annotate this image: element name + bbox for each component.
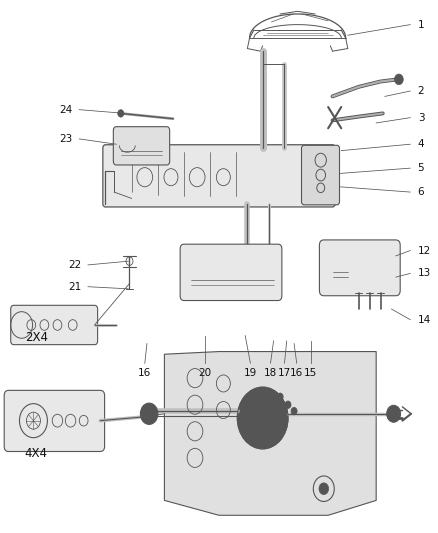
Text: 1: 1 (418, 20, 424, 30)
Polygon shape (164, 352, 376, 515)
Text: 22: 22 (68, 260, 81, 270)
Text: 4X4: 4X4 (25, 447, 48, 460)
Circle shape (387, 405, 401, 422)
Text: 23: 23 (60, 134, 73, 144)
FancyBboxPatch shape (301, 146, 339, 205)
Text: 17: 17 (278, 368, 291, 377)
FancyBboxPatch shape (319, 240, 400, 296)
Text: 20: 20 (198, 368, 212, 377)
Text: 13: 13 (418, 269, 431, 278)
Text: 3: 3 (418, 112, 424, 123)
Circle shape (395, 74, 403, 85)
Text: 15: 15 (304, 368, 317, 377)
FancyBboxPatch shape (180, 244, 282, 301)
Circle shape (141, 403, 158, 424)
Text: 6: 6 (418, 187, 424, 197)
Text: 4: 4 (418, 139, 424, 149)
Text: 2: 2 (418, 86, 424, 96)
Text: 5: 5 (418, 163, 424, 173)
Text: 18: 18 (264, 368, 277, 377)
Text: 16: 16 (290, 368, 304, 377)
Circle shape (285, 401, 291, 408)
FancyBboxPatch shape (11, 305, 98, 345)
Circle shape (277, 393, 283, 400)
Text: 2X4: 2X4 (25, 330, 48, 344)
FancyBboxPatch shape (4, 390, 105, 451)
Circle shape (118, 110, 124, 117)
Circle shape (237, 387, 288, 449)
FancyBboxPatch shape (113, 127, 170, 165)
Text: 21: 21 (68, 282, 81, 292)
Circle shape (291, 407, 297, 415)
Circle shape (319, 483, 328, 495)
Text: 24: 24 (60, 104, 73, 115)
Text: 19: 19 (244, 368, 257, 377)
FancyBboxPatch shape (103, 145, 335, 207)
Text: 12: 12 (418, 246, 431, 255)
Text: 16: 16 (138, 368, 152, 377)
Text: 14: 14 (418, 314, 431, 325)
